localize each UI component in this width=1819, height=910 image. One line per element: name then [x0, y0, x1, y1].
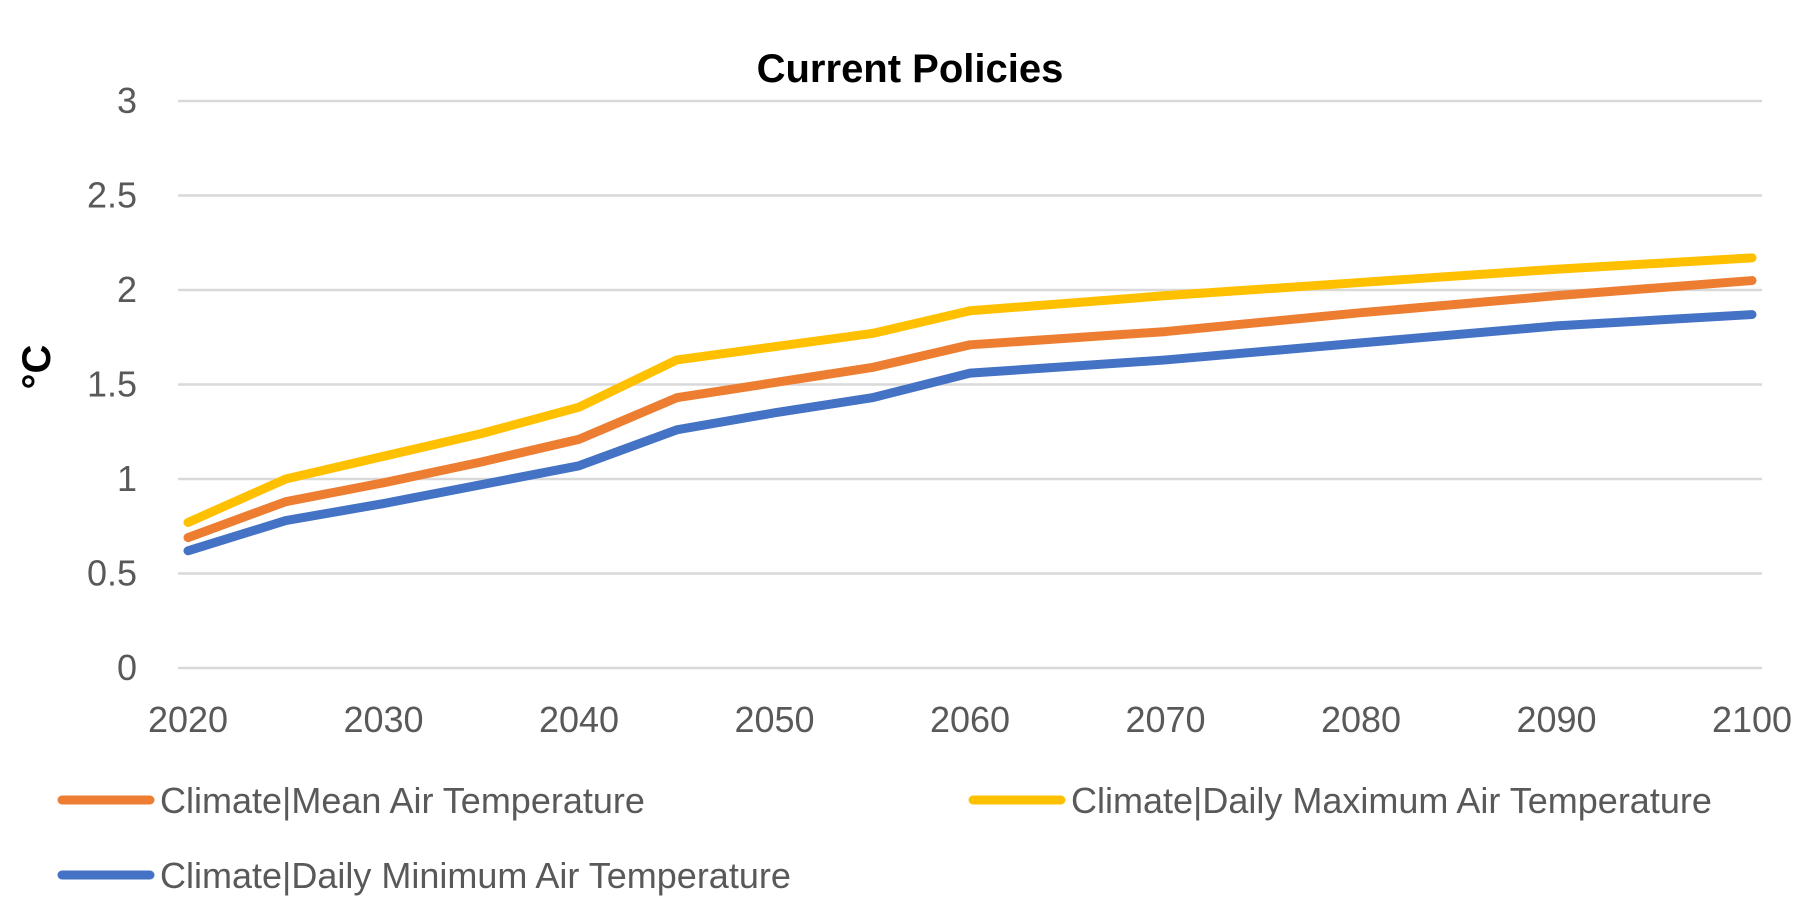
y-tick-label: 2: [117, 269, 137, 310]
chart-title: Current Policies: [757, 47, 1064, 91]
y-tick-label: 1: [117, 458, 137, 499]
x-tick-label: 2060: [930, 699, 1010, 740]
x-tick-label: 2050: [734, 699, 814, 740]
series-line-climate-daily-minimum-air-temperature: [183, 310, 1757, 556]
x-tick-label: 2090: [1516, 699, 1596, 740]
y-tick-label: 2.5: [87, 175, 137, 216]
x-tick-label: 2020: [148, 699, 228, 740]
y-tick-label: 3: [117, 80, 137, 121]
x-tick-label: 2080: [1321, 699, 1401, 740]
y-tick-label: 1.5: [87, 364, 137, 405]
series-line-climate-daily-maximum-air-temperature: [183, 253, 1757, 527]
y-axis-title: °C: [15, 345, 59, 390]
y-tick-label: 0.5: [87, 553, 137, 594]
legend-label: Climate|Daily Maximum Air Temperature: [1071, 780, 1712, 821]
legend-label: Climate|Daily Minimum Air Temperature: [160, 855, 791, 896]
y-axis-ticks: 0 0.5 1 1.5 2 2.5 3: [87, 80, 137, 688]
series-lines: [183, 253, 1757, 556]
x-axis-ticks: 2020 2030 2040 2050 2060 2070 2080 2090 2100: [148, 699, 1792, 740]
legend-label: Climate|Mean Air Temperature: [160, 780, 645, 821]
x-tick-label: 2100: [1712, 699, 1792, 740]
x-tick-label: 2030: [343, 699, 423, 740]
x-tick-label: 2070: [1125, 699, 1205, 740]
series-line-climate-mean-air-temperature: [183, 276, 1757, 543]
x-tick-label: 2040: [539, 699, 619, 740]
legend: Climate|Mean Air Temperature Climate|Dail…: [57, 780, 1712, 896]
gridlines: [178, 99, 1762, 670]
y-tick-label: 0: [117, 647, 137, 688]
